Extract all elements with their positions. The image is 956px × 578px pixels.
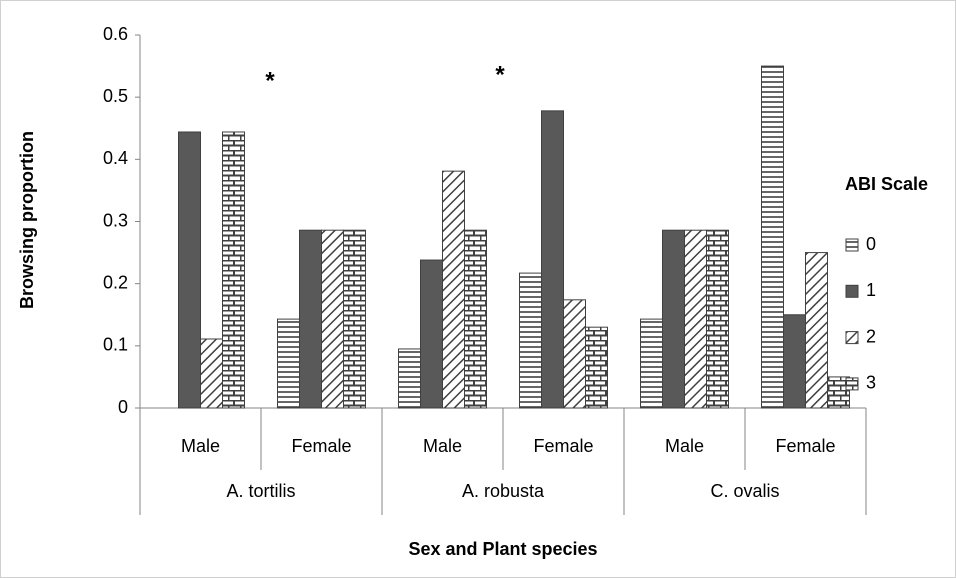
bar (178, 131, 201, 409)
legend-label: 0 (866, 234, 876, 254)
bar (200, 338, 223, 409)
bar (706, 229, 729, 409)
y-tick-label: 0.3 (103, 210, 128, 230)
bar (343, 229, 366, 409)
bar (420, 259, 443, 409)
x-tick-label: Female (291, 436, 351, 456)
y-tick-label: 0 (118, 397, 128, 417)
bar (585, 326, 608, 409)
bar (321, 229, 344, 409)
bar (519, 272, 542, 409)
annotation: * (265, 67, 275, 94)
bar (640, 318, 663, 409)
bar (783, 314, 806, 409)
legend-label: 3 (866, 373, 876, 393)
bar (277, 318, 300, 409)
legend-swatch (845, 238, 859, 252)
x-tick-label: Male (423, 436, 462, 456)
legend-title: ABI Scale (845, 174, 928, 194)
bar (761, 65, 784, 409)
group-label: A. robusta (462, 481, 545, 501)
bar (805, 252, 828, 409)
legend-label: 1 (866, 280, 876, 300)
bar (222, 131, 245, 409)
y-tick-label: 0.1 (103, 335, 128, 355)
bar (684, 229, 707, 409)
x-tick-label: Male (181, 436, 220, 456)
bar (442, 170, 465, 409)
bar (662, 229, 685, 409)
y-axis-title: Browsing proportion (17, 131, 37, 309)
x-tick-label: Female (775, 436, 835, 456)
x-tick-label: Female (533, 436, 593, 456)
legend-swatch (845, 377, 859, 391)
legend-label: 2 (866, 326, 876, 346)
group-label: A. tortilis (226, 481, 295, 501)
bar (464, 229, 487, 409)
bar (563, 299, 586, 409)
y-tick-label: 0.2 (103, 272, 128, 292)
legend-swatch (845, 284, 859, 298)
bar (299, 229, 322, 409)
group-label: C. ovalis (710, 481, 779, 501)
legend-swatch (845, 331, 859, 345)
x-tick-label: Male (665, 436, 704, 456)
y-tick-label: 0.5 (103, 86, 128, 106)
bar (827, 376, 850, 409)
bar (398, 348, 421, 409)
y-tick-label: 0.4 (103, 148, 128, 168)
x-axis-title: Sex and Plant species (408, 539, 597, 559)
bar (541, 110, 564, 409)
annotation: * (495, 61, 505, 88)
y-tick-label: 0.6 (103, 24, 128, 44)
